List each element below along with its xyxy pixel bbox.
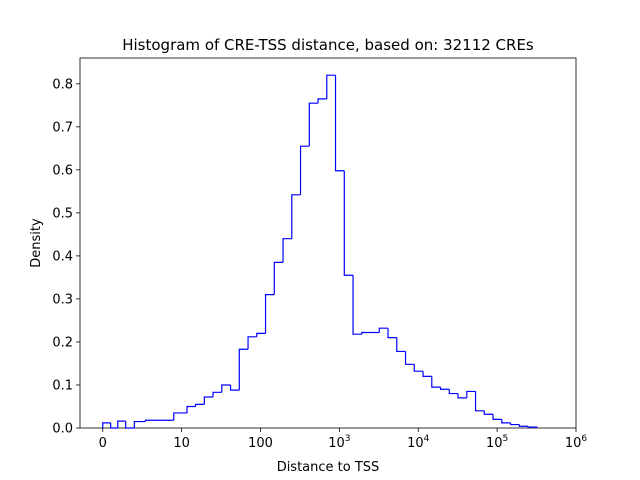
- x-tick-label: 0: [99, 436, 107, 451]
- histogram-bin: [229, 384, 240, 391]
- histogram-bin: [102, 422, 111, 428]
- histogram-bin: [273, 261, 284, 295]
- histogram-bin: [173, 412, 188, 421]
- histogram-bin: [404, 351, 415, 365]
- histogram-bin: [186, 405, 196, 413]
- histogram-bin: [431, 376, 441, 388]
- histogram-bin: [125, 421, 135, 429]
- histogram-bin: [492, 414, 502, 420]
- y-tick-label: 0.4: [52, 249, 73, 264]
- histogram-bin: [396, 337, 406, 353]
- x-tick-label: 106: [565, 434, 588, 451]
- histogram-bin: [518, 424, 529, 427]
- histogram-bin: [387, 328, 397, 339]
- histogram-bin: [352, 275, 362, 335]
- histogram-bin: [422, 371, 432, 377]
- histogram-bin: [221, 384, 231, 393]
- y-axis: 0.0 0.1 0.2 0.3 0.4 0.5 0.6 0.7 0.8: [52, 77, 80, 437]
- y-axis-label: Density: [29, 218, 44, 268]
- histogram-bin: [343, 170, 354, 276]
- y-tick-label: 0.6: [52, 163, 73, 178]
- y-tick-label: 0.8: [52, 77, 73, 92]
- histogram-bin: [194, 403, 205, 407]
- histogram-bin: [144, 419, 158, 422]
- histogram-bin: [466, 390, 476, 398]
- histogram-bin: [483, 410, 494, 415]
- histogram-bin: [457, 393, 467, 399]
- histogram-bin: [282, 238, 292, 263]
- histogram-bin: [291, 194, 301, 239]
- y-tick-label: 0.7: [52, 120, 73, 135]
- x-axis: 0 10 100 103 104 105 106: [99, 428, 588, 451]
- histogram-bin: [110, 422, 118, 429]
- x-tick-label: 103: [328, 434, 350, 451]
- histogram-bin: [474, 391, 485, 412]
- histogram-bin: [133, 420, 146, 428]
- histogram-bin: [439, 387, 450, 390]
- histogram-bin: [527, 426, 538, 428]
- y-tick-label: 0.0: [52, 422, 73, 437]
- histogram-bin: [212, 391, 222, 398]
- histogram-bin: [264, 294, 275, 334]
- histogram-bin: [326, 74, 336, 99]
- histogram-bin: [203, 396, 214, 405]
- histogram-bin: [317, 98, 327, 104]
- x-tick-label: 10: [173, 436, 190, 451]
- x-tick-label: 100: [248, 436, 273, 451]
- histogram-bin: [117, 420, 126, 428]
- histogram-bin: [509, 422, 520, 426]
- histogram-bin: [238, 348, 249, 391]
- histogram-bin: [448, 389, 459, 395]
- x-tick-label: 104: [407, 434, 430, 451]
- histogram-bin: [334, 75, 345, 172]
- histogram-bin: [256, 332, 266, 337]
- histogram-bin: [413, 364, 424, 372]
- histogram-bin: [308, 102, 319, 147]
- histogram-bin: [247, 336, 257, 350]
- y-tick-label: 0.2: [52, 335, 73, 350]
- x-axis-label: Distance to TSS: [277, 460, 380, 475]
- chart-title: Histogram of CRE-TSS distance, based on:…: [122, 36, 534, 54]
- y-tick-label: 0.5: [52, 206, 73, 221]
- histogram-bin: [378, 327, 389, 333]
- histogram-steps: [102, 74, 538, 429]
- histogram-bin: [299, 145, 310, 195]
- x-tick-label: 105: [486, 434, 508, 451]
- histogram-bin: [501, 419, 511, 424]
- y-tick-label: 0.3: [52, 292, 73, 307]
- plot-frame: [79, 57, 577, 429]
- y-tick-label: 0.1: [52, 378, 73, 393]
- histogram-bin: [361, 331, 371, 335]
